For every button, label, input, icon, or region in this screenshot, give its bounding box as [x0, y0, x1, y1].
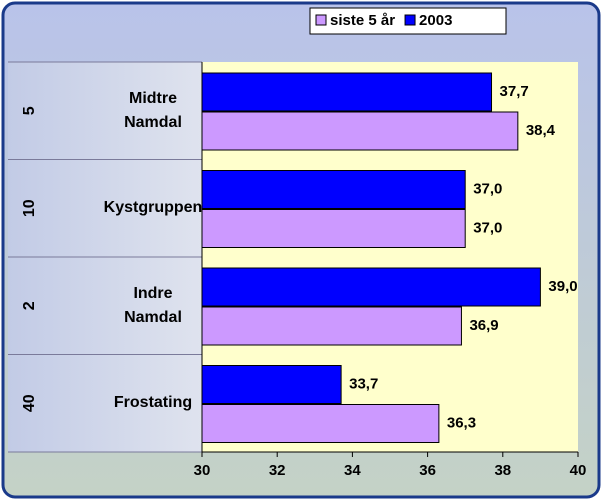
legend-label: 2003 — [419, 12, 452, 29]
bar — [201, 170, 466, 209]
bar — [201, 209, 466, 248]
bar — [201, 72, 493, 112]
legend-swatch — [404, 14, 416, 26]
rank-label: 2 — [21, 301, 38, 310]
x-tick-label: 34 — [344, 462, 361, 479]
bar — [201, 111, 519, 151]
bar — [201, 365, 342, 404]
x-tick-label: 38 — [494, 462, 511, 479]
rank-label: 5 — [21, 106, 38, 115]
value-label: 37,0 — [473, 219, 502, 236]
x-tick-label: 36 — [419, 462, 436, 479]
x-tick-label: 32 — [269, 462, 286, 479]
rank-label: 40 — [21, 394, 38, 412]
legend-label: siste 5 år — [330, 12, 395, 29]
legend-swatch — [315, 14, 327, 26]
value-label: 37,0 — [473, 180, 502, 197]
x-tick-label: 40 — [570, 462, 587, 479]
x-tick-label: 30 — [194, 462, 211, 479]
category-label: Kystgruppen — [103, 199, 203, 217]
value-label: 39,0 — [548, 278, 577, 295]
category-label: Frostating — [113, 394, 193, 412]
rank-label: 10 — [21, 199, 38, 217]
value-label: 36,3 — [447, 414, 476, 431]
category-label: Midtre Namdal — [124, 89, 182, 131]
bar — [201, 404, 440, 443]
bar — [201, 267, 541, 307]
value-label: 38,4 — [526, 122, 556, 139]
bar — [201, 306, 462, 346]
value-label: 37,7 — [500, 83, 529, 100]
value-label: 33,7 — [349, 375, 378, 392]
value-label: 36,9 — [469, 317, 498, 334]
legend — [309, 7, 507, 35]
category-label: Indre Namdal — [124, 284, 182, 326]
